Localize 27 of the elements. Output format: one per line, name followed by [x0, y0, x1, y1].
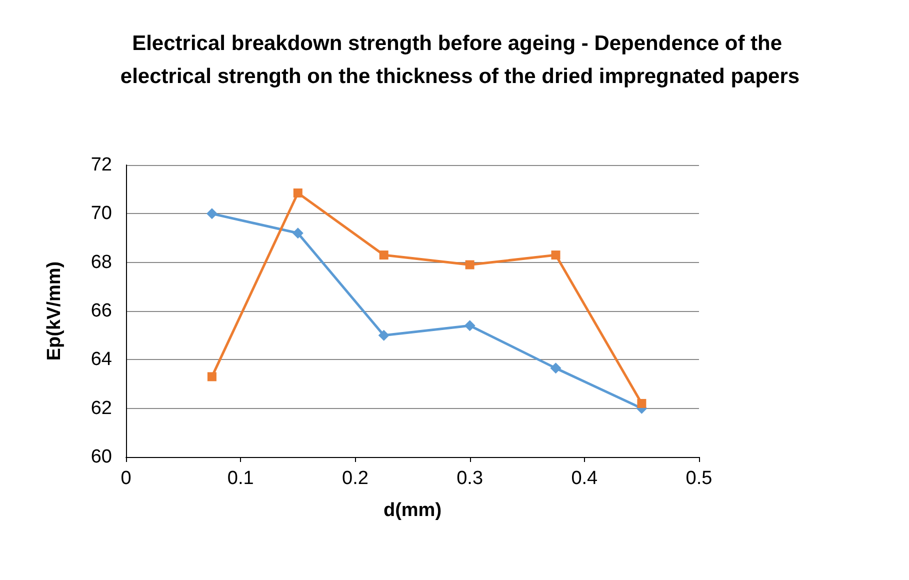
y-tick-label: 68 — [90, 252, 112, 273]
y-tick-label: 62 — [90, 398, 112, 419]
y-tick-label: 72 — [90, 154, 112, 176]
point — [465, 260, 474, 270]
x-tick-label: 0.5 — [686, 468, 712, 489]
x-tick-label: 0 — [120, 468, 132, 489]
y-tick-label: 66 — [90, 300, 112, 322]
y-axis-title: Ep(kV/mm) — [44, 261, 65, 361]
x-tick-label: 0.2 — [342, 468, 368, 489]
point — [637, 398, 646, 408]
x-axis-title: d(mm) — [383, 500, 442, 521]
x-tick-label: 0.1 — [227, 468, 254, 489]
x-tick-label: 0.3 — [456, 468, 484, 489]
point — [379, 250, 388, 260]
chart-title: Electrical breakdown strength before ageing - Dependence of the electrical strength on the thickness of the dried impregnated papers — [120, 32, 800, 88]
y-tick-label: 70 — [90, 203, 112, 224]
point — [464, 320, 476, 332]
point — [378, 330, 390, 341]
point — [292, 228, 304, 239]
y-tick-label: 60 — [90, 446, 112, 468]
point — [551, 250, 560, 260]
point — [550, 362, 562, 374]
point — [206, 208, 218, 220]
x-tick-label: 0.4 — [571, 468, 598, 489]
point — [293, 188, 302, 198]
y-tick-label: 64 — [90, 349, 112, 370]
point — [207, 372, 216, 382]
